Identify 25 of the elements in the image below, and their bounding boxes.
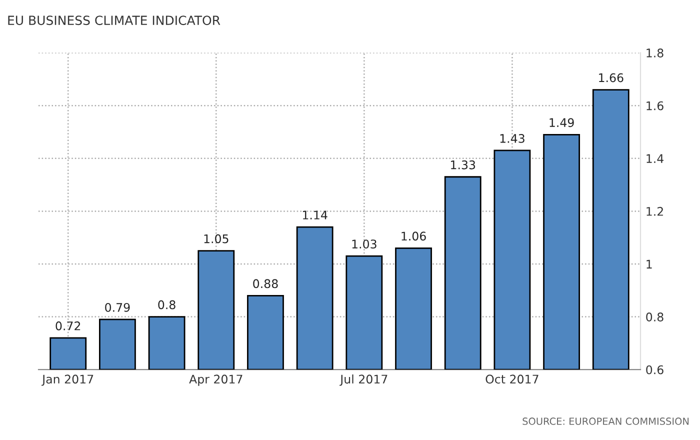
y-tick-label: 0.8 [646,312,664,322]
data-label: 1.49 [550,118,574,128]
x-tick-label: Jan 2017 [42,374,94,386]
data-label: 0.8 [158,300,176,310]
y-tick-label: 1 [646,260,652,268]
data-label: 1.05 [204,234,228,244]
x-tick-label: Jul 2017 [340,374,388,386]
data-label: 0.88 [253,279,278,288]
x-tick-label: Oct 2017 [486,374,538,384]
x-tick-label: Apr 2017 [189,374,242,386]
y-tick-label: 0.6 [646,365,664,374]
data-label: 1.03 [352,240,376,249]
data-label: 1.06 [402,232,426,241]
data-label: 1.43 [500,134,524,143]
data-label: 0.72 [56,321,80,330]
chart-title: EU BUSINESS CLIMATE INDICATOR [8,16,220,26]
data-label: 0.79 [105,302,130,312]
data-label: 1.14 [302,210,328,220]
y-tick-label: 1.6 [646,101,664,110]
y-tick-label: 1.8 [646,48,664,58]
data-label: 1.33 [451,160,476,170]
y-tick-label: 1.4 [646,154,664,163]
source-note: SOURCE: EUROPEAN COMMISSION [522,418,689,425]
y-tick-label: 1.2 [646,206,663,216]
data-label: 1.66 [599,73,624,82]
